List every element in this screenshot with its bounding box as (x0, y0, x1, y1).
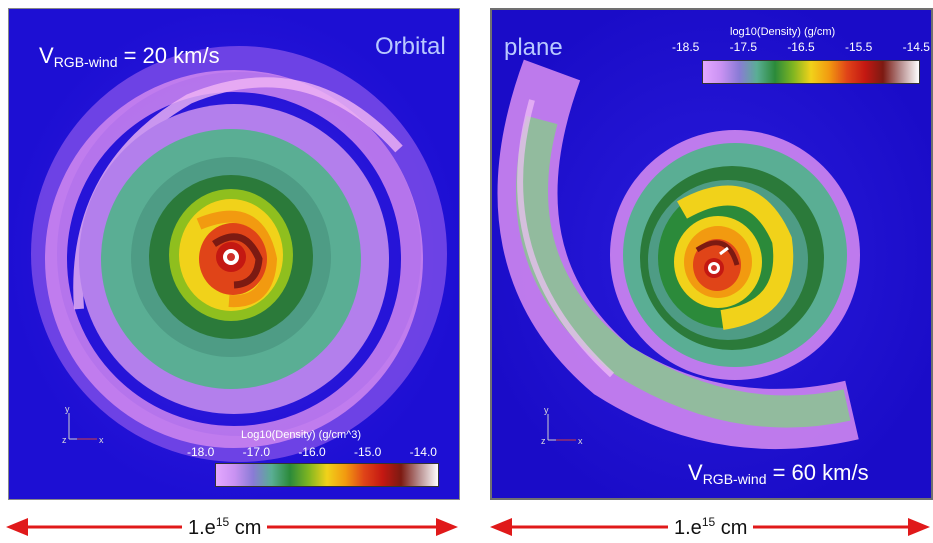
axis-y-label: y (544, 405, 549, 415)
axis-z-label: z (541, 436, 546, 446)
scale-bar-left: 1.e15 cm (6, 513, 458, 541)
density-map-left: VRGB-wind = 20 km/s Orbital Log10(Densit… (8, 8, 460, 500)
tick-label: -18.5 (672, 40, 700, 54)
orbital-label: Orbital (375, 33, 446, 60)
colorbar-gradient-left (215, 463, 439, 487)
density-field-left (9, 9, 459, 499)
scale-bar-right: 1.e15 cm (490, 513, 930, 541)
colorbar-gradient-right (702, 60, 920, 84)
density-map-right: plane log10(Density) (g/cm) -18.5 -17.5 … (490, 8, 933, 500)
colorbar-right: log10(Density) (g/cm) -18.5 -17.5 -16.5 … (662, 26, 930, 90)
axis-x-label: x (99, 435, 104, 445)
scale-label-right: 1.e15 cm (668, 515, 754, 540)
tick-label: -16.0 (298, 445, 326, 459)
colorbar-title-left: Log10(Density) (g/cm^3) (241, 429, 362, 441)
tick-label: -15.5 (844, 40, 873, 54)
axis-y-label: y (65, 404, 70, 414)
scale-label-left: 1.e15 cm (182, 515, 268, 540)
tick-label: -15.0 (353, 445, 382, 459)
tick-label: -17.0 (242, 445, 271, 459)
tick-label: -17.5 (729, 40, 758, 54)
colorbar-title-right: log10(Density) (g/cm) (730, 26, 836, 38)
colorbar-ticks-right: -18.5 -17.5 -16.5 -15.5 -14.5 (672, 40, 930, 54)
axis-x-label: x (578, 436, 583, 446)
tick-label: -16.5 (787, 40, 815, 54)
velocity-label-right: VRGB-wind = 60 km/s (688, 460, 869, 487)
axes-triad-left: y z x (62, 404, 104, 445)
velocity-label-left: VRGB-wind = 20 km/s (39, 43, 220, 70)
axis-z-label: z (62, 435, 67, 445)
axes-triad-right: y z x (541, 405, 583, 446)
tick-label: -18.0 (187, 445, 215, 459)
tick-label: -14.5 (902, 40, 930, 54)
colorbar-ticks-left: -18.0 -17.0 -16.0 -15.0 -14.0 (187, 445, 437, 459)
colorbar-left: Log10(Density) (g/cm^3) -18.0 -17.0 -16.… (181, 429, 441, 489)
density-field-right (492, 10, 931, 498)
tick-label: -14.0 (409, 445, 437, 459)
plane-label: plane (504, 34, 563, 61)
